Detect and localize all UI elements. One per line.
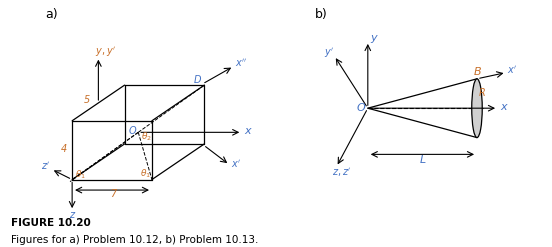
Text: b): b) xyxy=(315,8,328,21)
Text: x: x xyxy=(245,126,251,136)
Text: O: O xyxy=(356,103,365,113)
Text: 7: 7 xyxy=(110,189,116,199)
Text: $x''$: $x''$ xyxy=(235,58,247,69)
Text: $\theta_2$: $\theta_2$ xyxy=(141,131,152,143)
Text: $z'$: $z'$ xyxy=(41,160,50,172)
Text: $z, z'$: $z, z'$ xyxy=(332,167,352,179)
Text: D: D xyxy=(194,75,201,85)
Text: Figures for a) Problem 10.12, b) Problem 10.13.: Figures for a) Problem 10.12, b) Problem… xyxy=(11,235,258,245)
Text: x: x xyxy=(500,102,507,112)
Text: $x'$: $x'$ xyxy=(507,64,518,76)
Text: $\theta_1$: $\theta_1$ xyxy=(140,167,151,180)
Text: FIGURE 10.20: FIGURE 10.20 xyxy=(11,218,91,228)
Text: R: R xyxy=(479,88,486,98)
Text: B: B xyxy=(474,67,481,77)
Text: $y'$: $y'$ xyxy=(323,46,334,60)
Text: O: O xyxy=(129,126,136,136)
Text: $x'$: $x'$ xyxy=(231,158,241,170)
Text: $y, y'$: $y, y'$ xyxy=(95,45,116,59)
Text: a): a) xyxy=(45,8,57,21)
Text: $\theta_1$: $\theta_1$ xyxy=(75,168,86,181)
Ellipse shape xyxy=(472,79,482,138)
Text: z: z xyxy=(69,210,74,220)
Text: L: L xyxy=(420,155,426,165)
Text: 4: 4 xyxy=(61,144,67,154)
Text: 5: 5 xyxy=(84,95,90,105)
Text: y: y xyxy=(370,33,376,43)
